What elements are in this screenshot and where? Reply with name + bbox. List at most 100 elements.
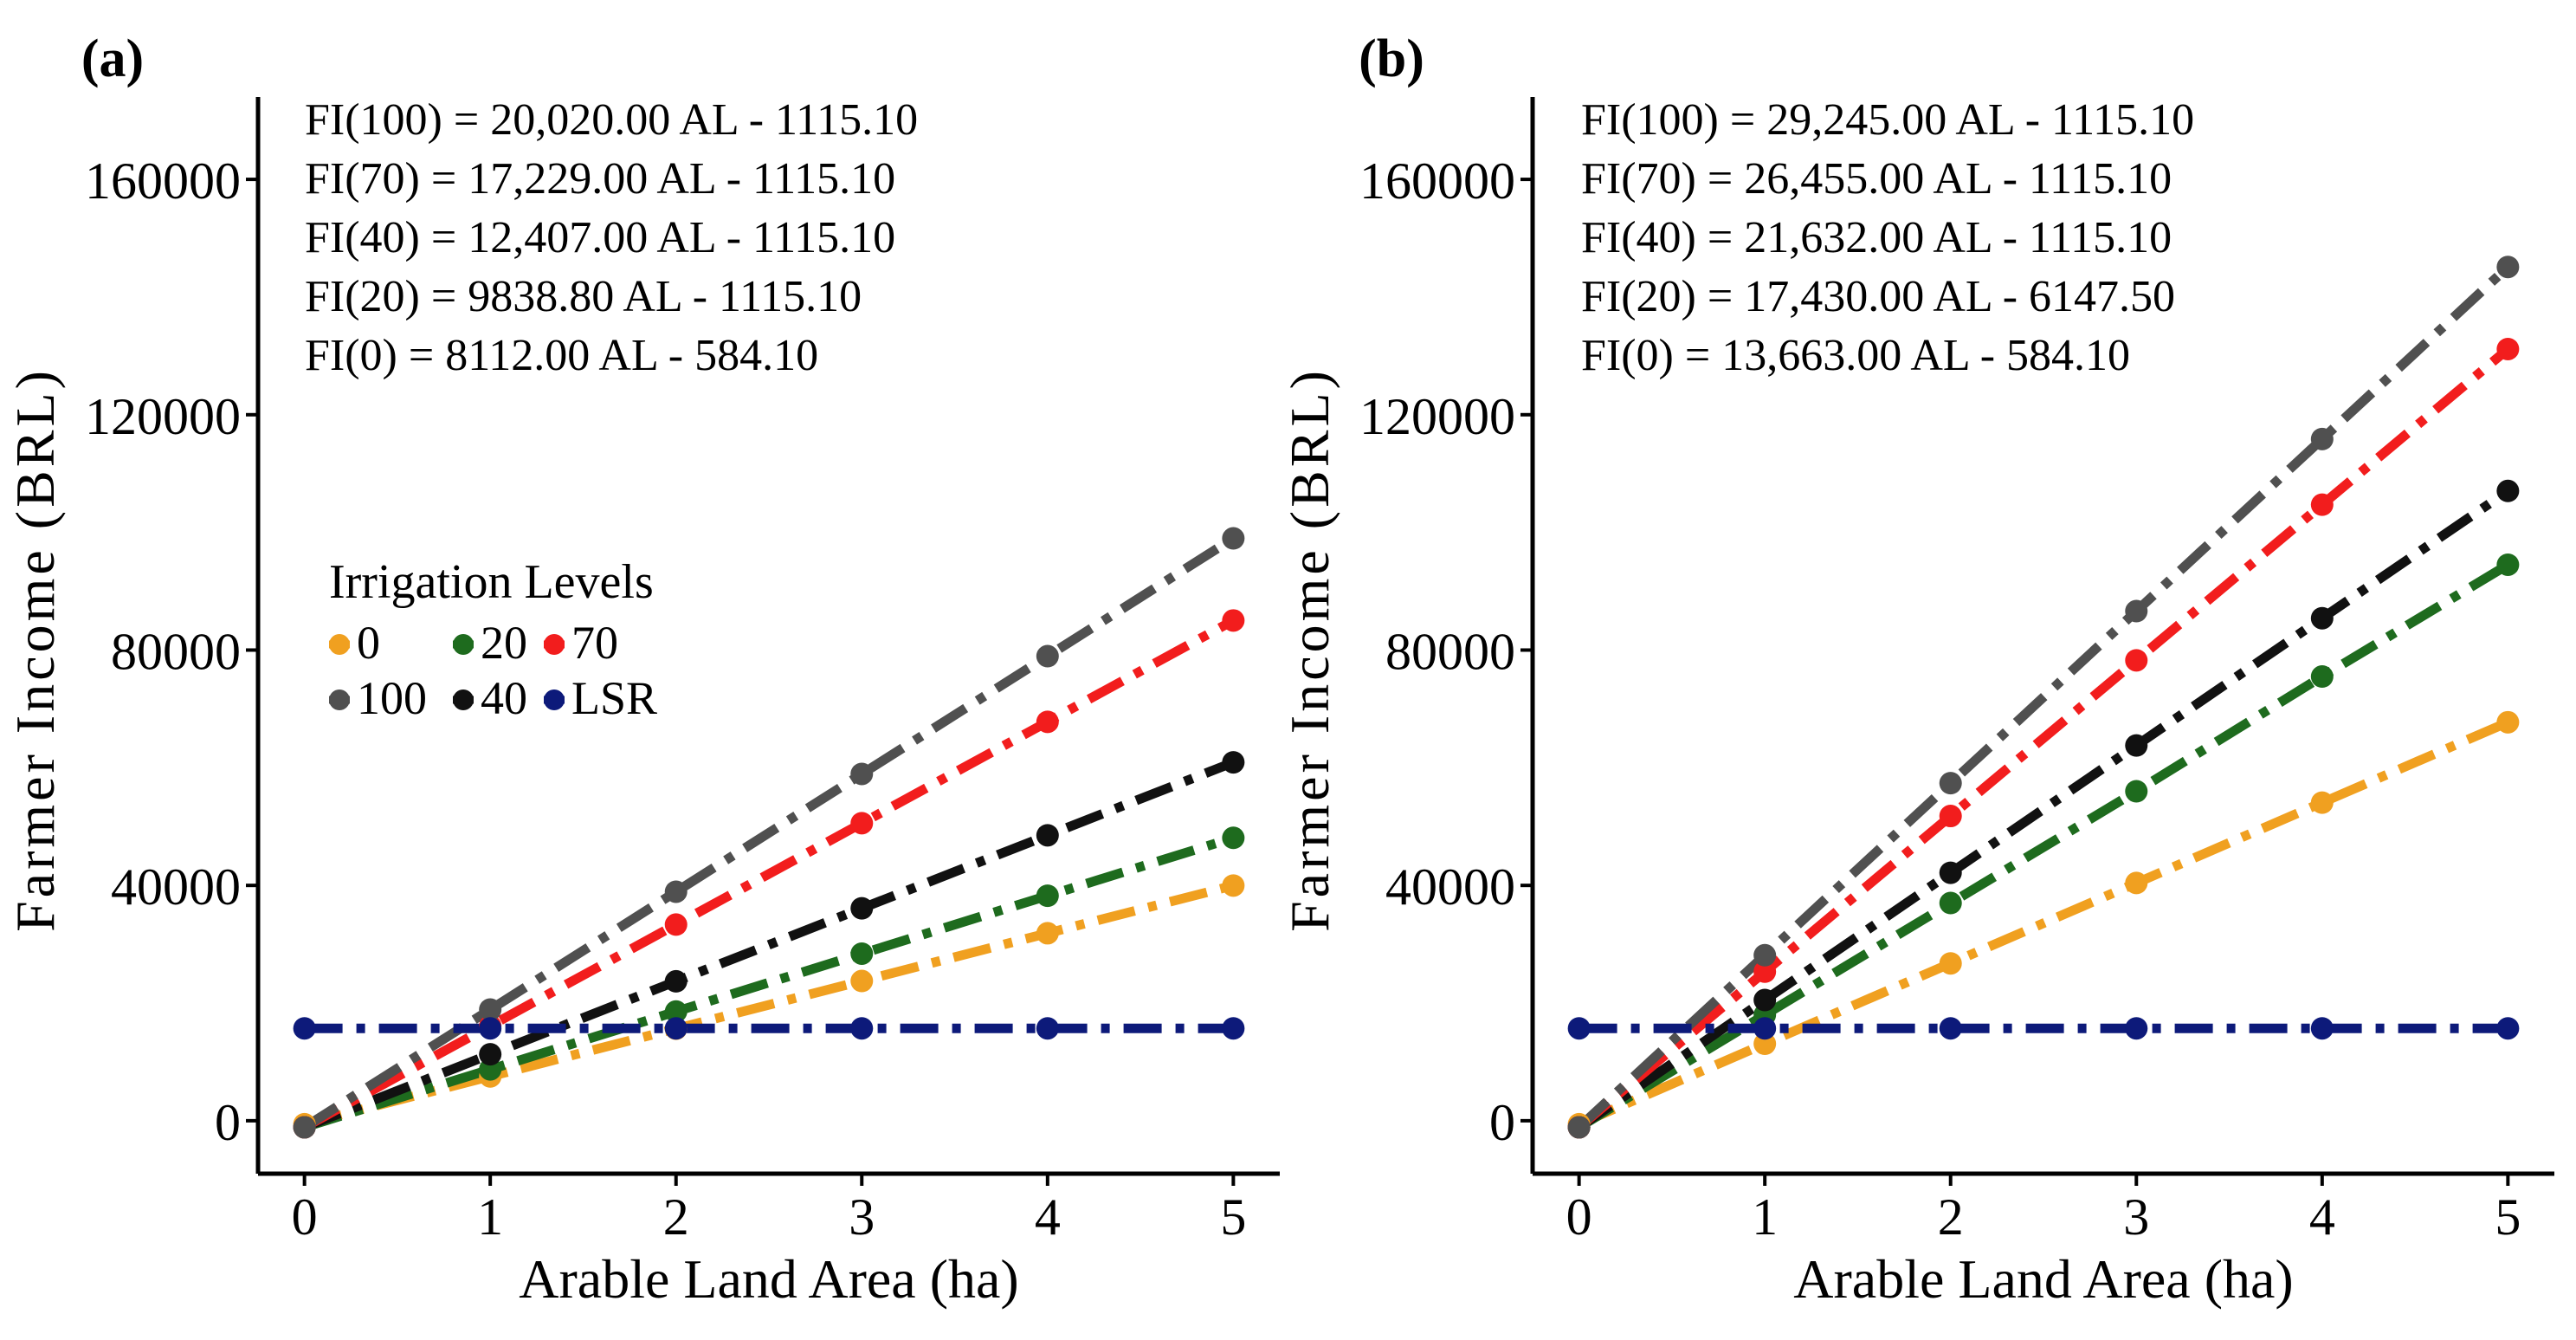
series-line-0 [1577, 717, 2510, 1129]
x-tick-label: 2 [663, 1188, 689, 1246]
data-point-LSR [1567, 1017, 1591, 1040]
data-point-100 [1222, 527, 1245, 550]
data-point-100 [1753, 943, 1777, 967]
data-point-LSR [2310, 1017, 2334, 1040]
data-point-40 [2496, 479, 2520, 502]
legend-swatch-20 [453, 634, 474, 655]
legend-label-LSR: LSR [571, 672, 657, 724]
legend-label-40: 40 [481, 672, 527, 724]
equation-text: FI(20) = 9838.80 AL - 1115.10 [305, 272, 862, 321]
equation-text: FI(70) = 17,229.00 AL - 1115.10 [305, 154, 895, 204]
series-line-70 [1576, 345, 2511, 1131]
series-line-0 [303, 880, 1235, 1130]
legend-swatch-0 [329, 634, 350, 655]
data-point-100 [1939, 772, 1962, 795]
series-line-100 [1575, 263, 2512, 1131]
y-tick-label: 0 [1489, 1094, 1515, 1151]
series-line-20 [1576, 560, 2511, 1132]
equation-text: FI(0) = 13,663.00 AL - 584.10 [1581, 331, 2130, 380]
x-tick-label: 1 [1752, 1188, 1778, 1246]
x-tick-label: 3 [849, 1188, 875, 1246]
panel-a: (a) 0 40000 80000 120000 160000 0 1 2 3 4 5 Arable L… [4, 29, 1280, 1310]
x-tick-label: 1 [477, 1188, 503, 1246]
data-point-70 [1222, 609, 1245, 632]
legend-swatch-LSR [544, 689, 565, 710]
data-point-100 [664, 880, 688, 903]
data-point-LSR [1036, 1017, 1059, 1040]
data-point-20 [2310, 665, 2334, 689]
data-point-0 [1939, 952, 1962, 975]
x-axis-label: Arable Land Area (ha) [519, 1248, 1018, 1310]
data-point-LSR [479, 1017, 502, 1040]
legend-label-70: 70 [571, 617, 618, 669]
data-point-40 [2125, 734, 2148, 757]
data-point-40 [850, 897, 874, 920]
x-axis-label: Arable Land Area (ha) [1793, 1248, 2293, 1310]
data-point-LSR [664, 1017, 688, 1040]
data-point-70 [850, 812, 874, 835]
legend-swatch-100 [329, 689, 350, 710]
series-line-40 [302, 757, 1236, 1132]
x-tick-label: 2 [1938, 1188, 1964, 1246]
data-point-0 [2310, 791, 2334, 814]
data-point-70 [2496, 337, 2520, 360]
data-point-100 [1567, 1116, 1591, 1139]
data-point-0 [850, 969, 874, 993]
data-point-20 [2496, 553, 2520, 576]
y-tick-label: 120000 [1359, 388, 1515, 445]
data-point-20 [1939, 891, 1962, 915]
x-tick-label: 0 [292, 1188, 318, 1246]
data-point-100 [1036, 644, 1059, 668]
equation-text: FI(100) = 20,020.00 AL - 1115.10 [305, 95, 918, 145]
legend-swatch-40 [453, 689, 474, 710]
data-point-LSR [850, 1017, 874, 1040]
y-axis-label: Farmer Income (BRL) [4, 367, 66, 932]
x-tick-label: 0 [1566, 1188, 1592, 1246]
data-point-40 [1222, 751, 1245, 774]
data-point-40 [1036, 824, 1059, 847]
y-tick-label: 120000 [85, 388, 241, 445]
data-point-100 [479, 998, 502, 1021]
legend-label-0: 0 [357, 617, 380, 669]
data-point-100 [2310, 427, 2334, 450]
data-point-40 [1753, 988, 1777, 1012]
data-point-70 [2125, 649, 2148, 672]
equation-text: FI(70) = 26,455.00 AL - 1115.10 [1581, 154, 2172, 204]
data-point-0 [1222, 874, 1245, 897]
data-point-100 [293, 1116, 316, 1139]
y-tick-label: 40000 [1385, 858, 1515, 916]
data-point-LSR [2496, 1017, 2520, 1040]
legend: Irrigation Levels 0 20 70 100 40 LSR [329, 555, 657, 724]
y-tick-label: 80000 [111, 623, 241, 680]
data-point-0 [1753, 1033, 1777, 1056]
data-point-70 [664, 913, 688, 936]
x-tick-label: 5 [2495, 1188, 2521, 1246]
panel-label: (a) [81, 29, 144, 88]
data-point-20 [1222, 826, 1245, 850]
data-point-LSR [2125, 1017, 2148, 1040]
equation-text: FI(40) = 12,407.00 AL - 1115.10 [305, 213, 895, 262]
y-tick-label: 40000 [111, 858, 241, 916]
data-point-20 [1036, 884, 1059, 908]
data-point-70 [1939, 805, 1962, 828]
data-point-70 [1753, 960, 1777, 983]
legend-swatch-70 [544, 634, 565, 655]
legend-label-100: 100 [357, 672, 427, 724]
data-point-100 [850, 762, 874, 786]
data-point-40 [1939, 861, 1962, 884]
equation-text: FI(20) = 17,430.00 AL - 6147.50 [1581, 272, 2175, 321]
equation-text: FI(100) = 29,245.00 AL - 1115.10 [1581, 95, 2194, 145]
x-tick-label: 5 [1220, 1188, 1246, 1246]
data-point-20 [2125, 780, 2148, 803]
legend-label-20: 20 [481, 617, 527, 669]
data-point-LSR [1939, 1017, 1962, 1040]
series-line-20 [302, 833, 1236, 1132]
data-point-20 [664, 1000, 688, 1023]
legend-title: Irrigation Levels [329, 555, 654, 609]
panel-b: (b) 0 40000 80000 120000 160000 0 1 2 3 4 5 Arable L… [1279, 29, 2554, 1310]
y-axis-label: Farmer Income (BRL) [1279, 367, 1340, 932]
data-point-100 [2125, 599, 2148, 623]
data-point-0 [2125, 871, 2148, 895]
y-tick-label: 80000 [1385, 623, 1515, 680]
